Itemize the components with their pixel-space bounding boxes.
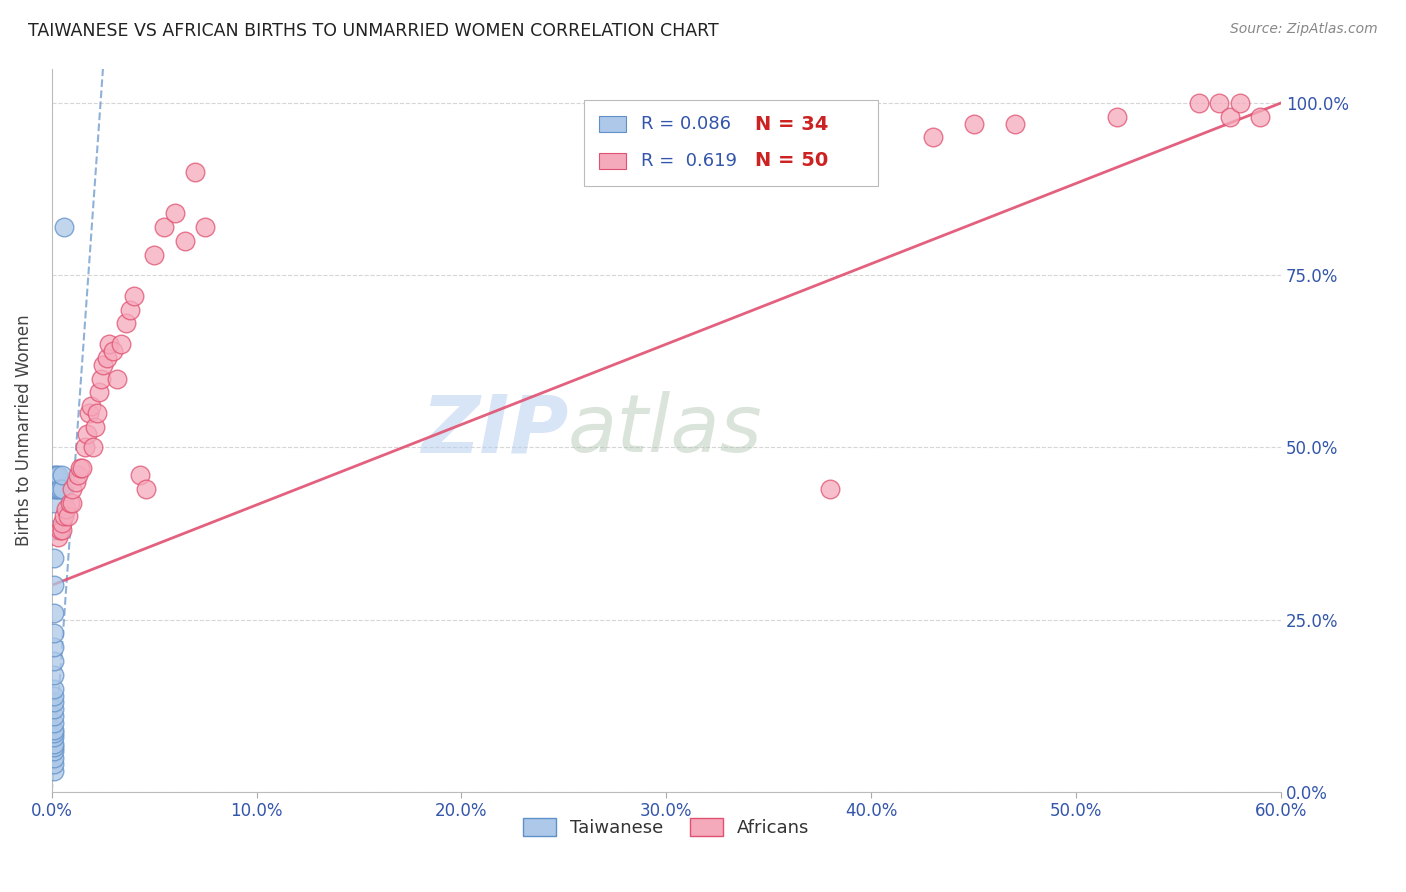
Y-axis label: Births to Unmarried Women: Births to Unmarried Women [15, 315, 32, 546]
Point [42, 709, 65, 723]
Point [174, 234, 197, 248]
Point [42, 495, 65, 509]
Text: atlas: atlas [568, 392, 763, 469]
Point [45, 468, 67, 483]
Text: N = 34: N = 34 [755, 115, 828, 134]
Point [921, 130, 943, 145]
Point [1229, 95, 1251, 110]
Point [73, 441, 96, 455]
Point [42, 626, 65, 640]
Point [69, 461, 91, 475]
Point [49, 482, 72, 496]
Point [77, 406, 100, 420]
Point [46, 482, 69, 496]
Point [122, 289, 145, 303]
Point [49, 523, 72, 537]
Point [91, 358, 114, 372]
Point [59, 495, 82, 509]
Point [1219, 110, 1241, 124]
Point [60, 495, 83, 509]
Point [184, 165, 207, 179]
Text: R =  0.619: R = 0.619 [641, 152, 737, 170]
Point [194, 219, 217, 234]
Point [96, 351, 118, 365]
Point [76, 426, 98, 441]
Point [103, 344, 125, 359]
Point [82, 441, 104, 455]
Point [42, 737, 65, 751]
Point [42, 654, 65, 668]
Point [42, 757, 65, 772]
Point [42, 523, 65, 537]
Point [67, 468, 90, 483]
Point [56, 509, 79, 524]
Point [98, 337, 121, 351]
Point [42, 606, 65, 620]
Text: N = 50: N = 50 [755, 152, 828, 170]
Point [42, 702, 65, 716]
Point [60, 482, 83, 496]
FancyBboxPatch shape [599, 117, 626, 132]
Point [110, 337, 132, 351]
Point [42, 689, 65, 703]
Point [53, 219, 76, 234]
Point [42, 550, 65, 565]
Point [820, 482, 842, 496]
Point [1249, 110, 1271, 124]
Point [42, 750, 65, 764]
FancyBboxPatch shape [583, 100, 877, 186]
Point [42, 716, 65, 731]
Point [53, 509, 76, 524]
Point [1004, 117, 1026, 131]
Point [1105, 110, 1128, 124]
Point [42, 695, 65, 709]
Point [105, 371, 128, 385]
Point [128, 468, 150, 483]
Point [42, 482, 65, 496]
Point [42, 468, 65, 483]
Point [46, 530, 69, 544]
Point [42, 726, 65, 740]
Point [42, 723, 65, 737]
Point [45, 482, 67, 496]
Point [963, 117, 986, 131]
Point [86, 406, 108, 420]
Text: Source: ZipAtlas.com: Source: ZipAtlas.com [1230, 22, 1378, 37]
Point [42, 668, 65, 682]
Text: R = 0.086: R = 0.086 [641, 115, 731, 134]
Point [1208, 95, 1230, 110]
Text: ZIP: ZIP [420, 392, 568, 469]
Point [143, 247, 166, 261]
Point [83, 419, 105, 434]
Point [87, 385, 110, 400]
Point [55, 502, 77, 516]
Text: TAIWANESE VS AFRICAN BIRTHS TO UNMARRIED WOMEN CORRELATION CHART: TAIWANESE VS AFRICAN BIRTHS TO UNMARRIED… [28, 22, 718, 40]
Point [42, 764, 65, 779]
Point [65, 475, 87, 489]
Point [72, 461, 94, 475]
Point [46, 468, 69, 483]
Point [42, 640, 65, 655]
FancyBboxPatch shape [599, 153, 626, 169]
Point [51, 516, 73, 531]
Point [1188, 95, 1211, 110]
Legend: Taiwanese, Africans: Taiwanese, Africans [516, 811, 817, 845]
Point [42, 681, 65, 696]
Point [153, 219, 176, 234]
Point [42, 730, 65, 744]
Point [42, 744, 65, 758]
Point [42, 740, 65, 755]
Point [51, 468, 73, 483]
Point [118, 302, 141, 317]
Point [163, 206, 186, 220]
Point [135, 482, 157, 496]
Point [79, 399, 101, 413]
Point [51, 523, 73, 537]
Point [51, 482, 73, 496]
Point [114, 317, 136, 331]
Point [90, 371, 112, 385]
Point [42, 578, 65, 592]
